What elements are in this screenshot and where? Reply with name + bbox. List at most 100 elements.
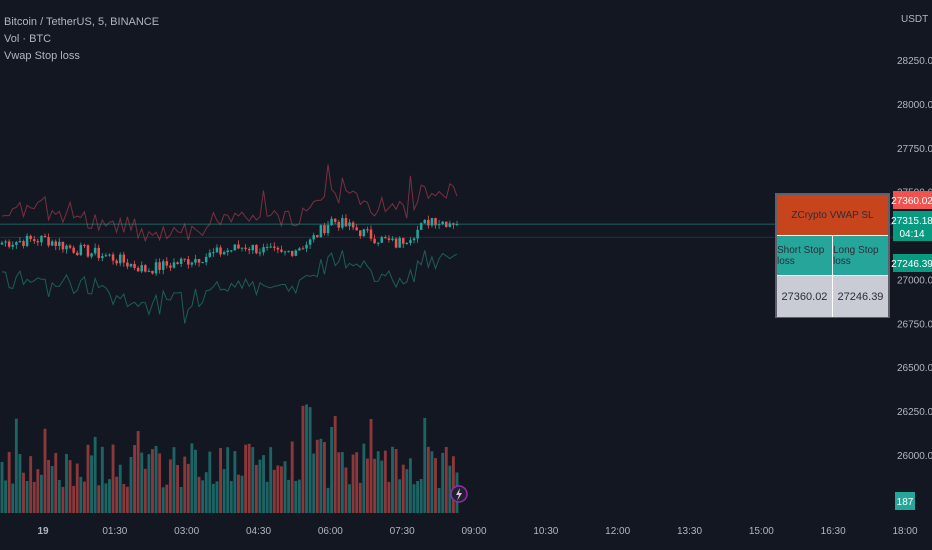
candle-body bbox=[448, 223, 452, 227]
candle-body bbox=[437, 224, 441, 226]
volume-bar bbox=[294, 480, 298, 513]
volume-bar bbox=[287, 479, 291, 513]
volume-bar bbox=[416, 480, 420, 513]
long-sl-price-label-bg bbox=[893, 254, 932, 272]
volume-bar bbox=[247, 443, 251, 513]
volume-bar bbox=[183, 456, 187, 513]
price-tick-label: 27750.00 bbox=[897, 144, 932, 155]
short-stop-loss-header: Short Stop loss bbox=[777, 236, 833, 276]
volume-value-label: 187 bbox=[897, 497, 914, 508]
volume-bar bbox=[308, 407, 312, 513]
candle-body bbox=[93, 247, 97, 254]
volume-bar bbox=[348, 484, 351, 513]
candle-body bbox=[108, 254, 111, 256]
candle-body bbox=[75, 252, 79, 256]
candle-body bbox=[355, 227, 358, 231]
volume-bar bbox=[61, 486, 65, 513]
volume-bar bbox=[444, 446, 448, 513]
volume-bar bbox=[25, 480, 29, 513]
candle-body bbox=[65, 245, 68, 250]
time-tick-label: 13:30 bbox=[677, 526, 702, 537]
candle-body bbox=[294, 250, 298, 256]
time-tick-label: 04:30 bbox=[246, 526, 271, 537]
candle-body bbox=[83, 244, 86, 246]
candle-body bbox=[330, 218, 333, 226]
volume-bar bbox=[337, 452, 341, 513]
candle-body bbox=[4, 241, 7, 243]
volume-bar bbox=[333, 416, 337, 513]
candle-body bbox=[412, 238, 416, 241]
candle-body bbox=[427, 219, 430, 226]
volume-bar bbox=[323, 442, 326, 513]
candle-body bbox=[126, 262, 129, 267]
volume-label-bg bbox=[895, 492, 915, 510]
candle-body bbox=[308, 239, 312, 245]
price-tick-label: 28000.00 bbox=[897, 100, 932, 111]
price-tick-label: 26250.00 bbox=[897, 407, 932, 418]
candle-body bbox=[204, 256, 208, 263]
vwap-bands bbox=[1, 164, 458, 324]
volume-bar bbox=[351, 454, 355, 513]
volume-bar bbox=[237, 474, 240, 513]
time-tick-label: 18:00 bbox=[892, 526, 917, 537]
volume-indicator-label[interactable]: Vol · BTC bbox=[4, 33, 52, 45]
volume-bar bbox=[280, 466, 283, 513]
volume-bar bbox=[240, 475, 244, 513]
volume-bar bbox=[118, 464, 122, 513]
volume-bar bbox=[398, 479, 402, 513]
volume-bar bbox=[215, 481, 219, 513]
volume-bar bbox=[423, 418, 427, 513]
candle-body bbox=[394, 238, 398, 248]
volume-bar bbox=[93, 436, 97, 513]
volume-bar bbox=[380, 460, 384, 513]
volume-bar bbox=[426, 446, 430, 513]
candle-body bbox=[86, 245, 90, 257]
candle-body bbox=[333, 218, 337, 222]
time-axis: 19 01:30 03:00 04:30 06:00 07:30 09:00 10:30 12:… bbox=[37, 526, 918, 537]
candle-body bbox=[136, 267, 140, 272]
volume-bar bbox=[376, 451, 380, 513]
candle-body bbox=[165, 261, 169, 266]
volume-bar bbox=[258, 459, 262, 513]
candle-body bbox=[111, 254, 115, 261]
volume-bar bbox=[39, 474, 43, 513]
candle-body bbox=[194, 258, 197, 263]
volume-bar bbox=[362, 443, 366, 513]
volume-bar bbox=[165, 484, 169, 513]
candle-body bbox=[47, 237, 50, 246]
candle-body bbox=[265, 246, 269, 248]
candle-body bbox=[29, 235, 32, 240]
volume-bar bbox=[408, 458, 412, 513]
price-labels: 27360.02 27315.18 04:14 27246.39 187 bbox=[0, 191, 932, 510]
vwap-indicator-label[interactable]: Vwap Stop loss bbox=[4, 50, 80, 62]
volume-bar bbox=[434, 458, 437, 513]
volume-bar bbox=[190, 443, 194, 513]
volume-bar bbox=[151, 449, 154, 513]
candle-body bbox=[161, 261, 165, 270]
time-tick-label: 12:00 bbox=[605, 526, 630, 537]
time-tick-label: 06:00 bbox=[318, 526, 343, 537]
symbol-title[interactable]: Bitcoin / TetherUS, 5, BINANCE bbox=[4, 16, 160, 28]
volume-bar bbox=[7, 451, 11, 513]
volume-bar bbox=[405, 469, 409, 513]
volume-bar bbox=[4, 480, 8, 513]
volume-bar bbox=[75, 463, 79, 513]
volume-bar bbox=[79, 476, 83, 513]
candle-body bbox=[337, 221, 341, 228]
candle-body bbox=[419, 223, 423, 230]
time-tick-label: 01:30 bbox=[102, 526, 127, 537]
candle-body bbox=[423, 219, 427, 224]
candle-body bbox=[305, 244, 308, 249]
volume-bar bbox=[344, 467, 348, 513]
candle-body bbox=[287, 250, 290, 252]
volume-bar bbox=[301, 405, 305, 513]
candle-body bbox=[269, 246, 272, 248]
vwap-stop-loss-table: ZCrypto VWAP SL Short Stop loss Long Sto… bbox=[775, 193, 890, 318]
volume-bar bbox=[140, 452, 144, 513]
volume-bar bbox=[158, 453, 162, 513]
table-title: ZCrypto VWAP SL bbox=[777, 195, 888, 236]
candle-body bbox=[441, 221, 444, 225]
candle-body bbox=[79, 244, 83, 256]
volume-bar bbox=[208, 451, 212, 513]
